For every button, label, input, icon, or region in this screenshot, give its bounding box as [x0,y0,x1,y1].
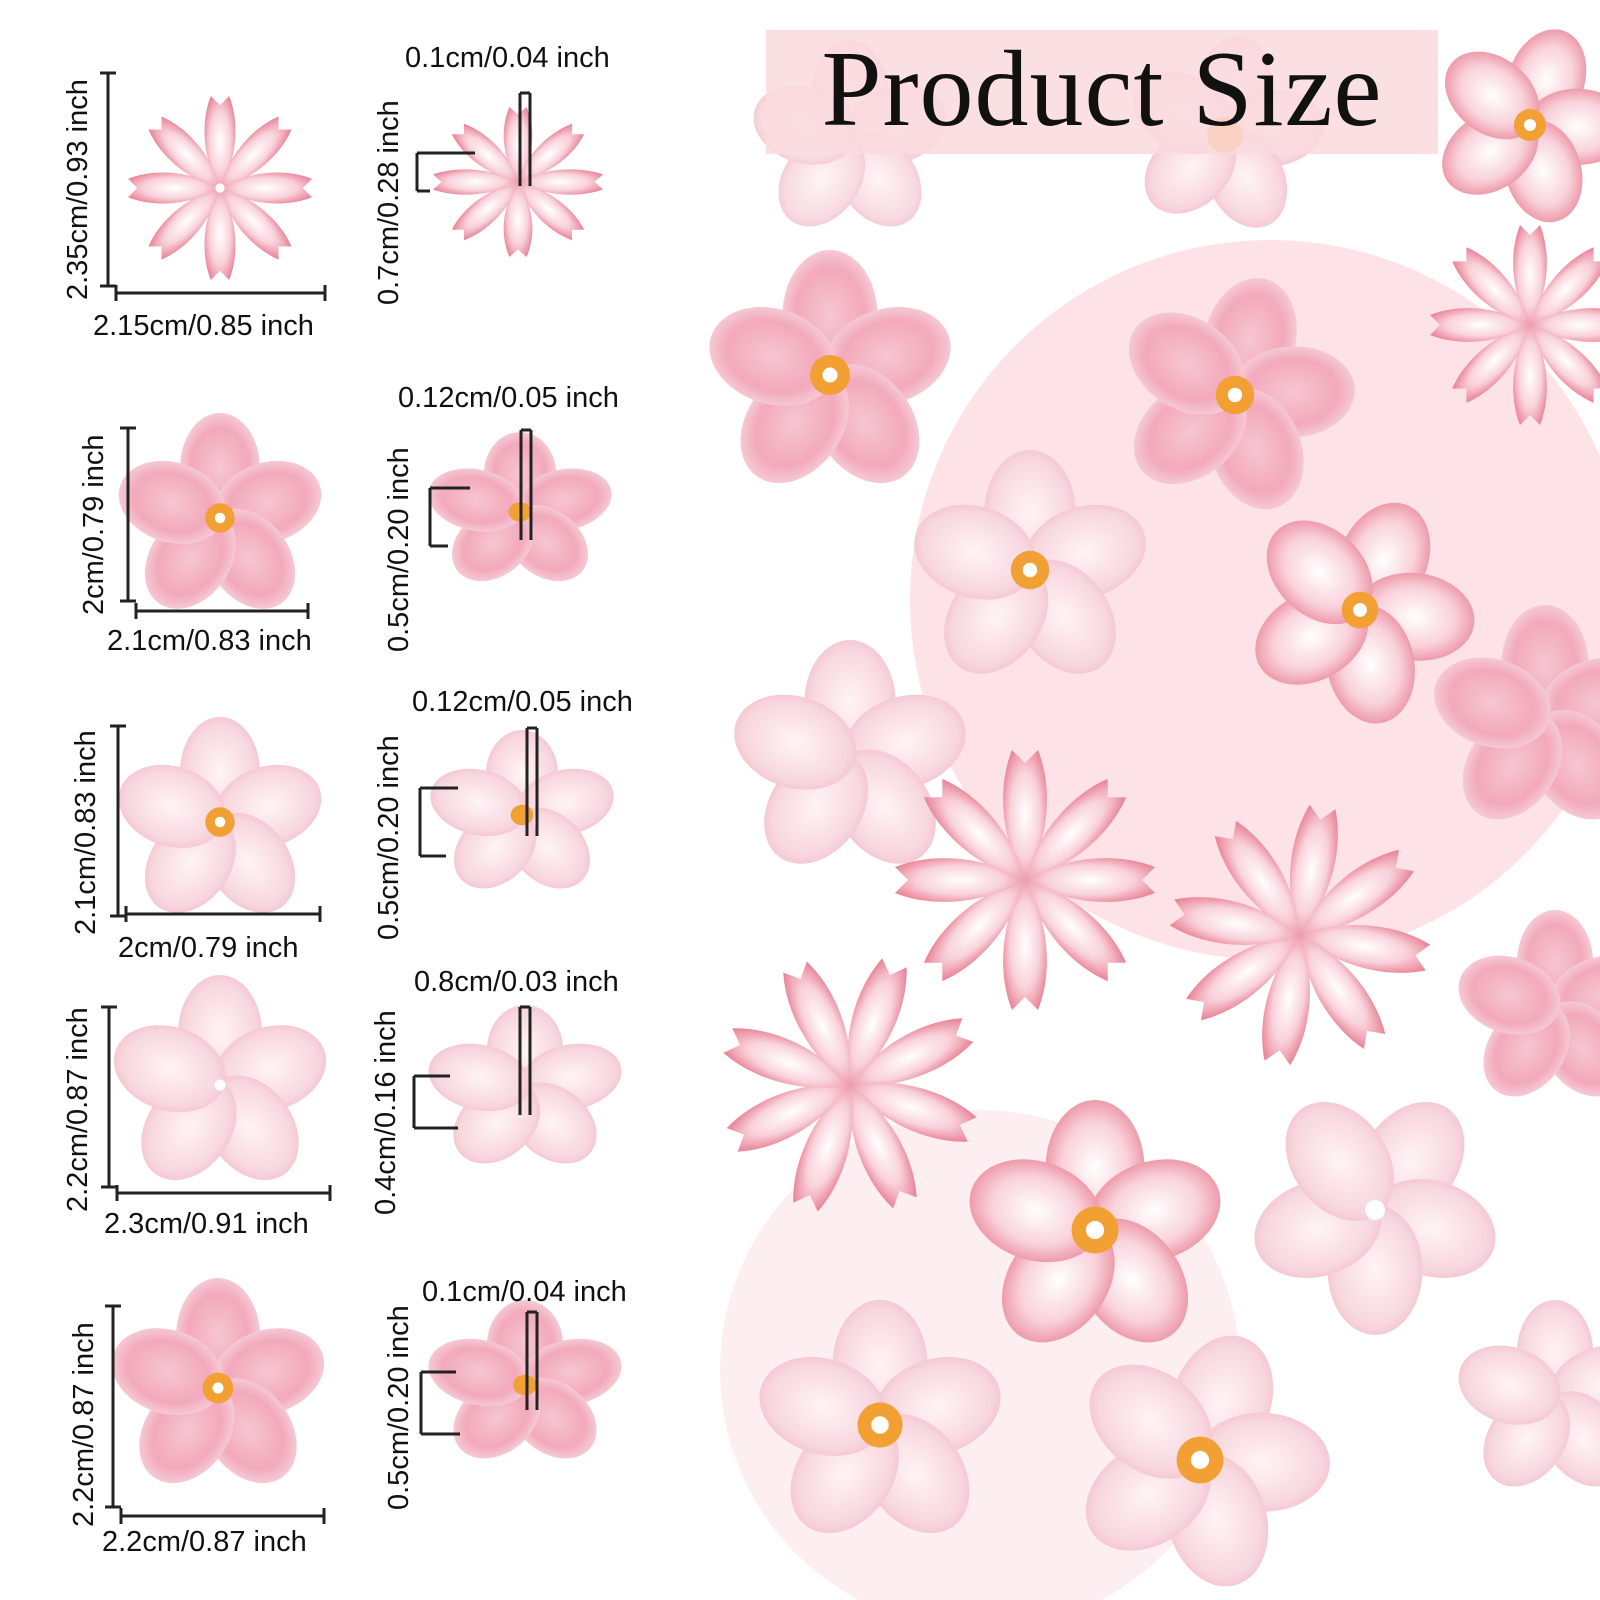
decorative-flower [1448,910,1600,1114]
width-label: 2.3cm/0.91 inch [104,1208,309,1240]
decorative-flower [1425,18,1600,232]
flower-top-view [107,413,333,627]
hole-label: 0.12cm/0.05 inch [412,686,633,718]
flower-side-view [420,730,624,903]
background-circle [910,240,1600,960]
width-label: 2.1cm/0.83 inch [107,625,312,657]
thickness-label: 0.7cm/0.28 inch [373,100,405,305]
flower-side-view [433,107,603,257]
hole-label: 0.1cm/0.04 inch [422,1276,627,1308]
decorative-flower [901,450,1159,694]
dimension-lines [100,71,539,1524]
decorative-flower [746,1300,1014,1555]
flower-top-view [102,975,338,1199]
decorative-flower [1241,1080,1509,1335]
page-title: Product Size [821,30,1383,149]
decorative-flower [1064,1320,1332,1599]
decorative-flower [696,250,964,505]
hole-label: 0.8cm/0.03 inch [414,966,619,998]
hole-label: 0.1cm/0.04 inch [405,42,610,74]
width-label: 2.15cm/0.85 inch [93,310,314,342]
decorative-flower [1109,267,1358,524]
flower-side-view [418,1300,632,1473]
width-label: 2.2cm/0.87 inch [102,1526,307,1558]
flower-top-view [107,717,333,931]
width-label: 2cm/0.79 inch [118,932,299,964]
height-label: 2.1cm/0.83 inch [70,730,102,935]
thickness-label: 0.5cm/0.20 inch [383,1305,415,1510]
thickness-label: 0.5cm/0.20 inch [383,447,415,652]
height-label: 2cm/0.79 inch [78,434,110,615]
title-banner [766,30,1438,154]
decorative-flower [956,1100,1234,1365]
height-label: 2.35cm/0.93 inch [62,79,94,300]
thickness-label: 0.5cm/0.20 inch [373,735,405,940]
flower-top-view [128,96,312,280]
flower-side-view [418,1005,632,1178]
height-label: 2.2cm/0.87 inch [68,1322,100,1527]
decorative-flower [1238,487,1480,732]
thickness-label: 0.4cm/0.16 inch [370,1010,402,1215]
flower-top-view [100,1278,336,1502]
decorative-flower [1448,1300,1600,1504]
height-label: 2.2cm/0.87 inch [62,1007,94,1212]
hole-label: 0.12cm/0.05 inch [398,382,619,414]
